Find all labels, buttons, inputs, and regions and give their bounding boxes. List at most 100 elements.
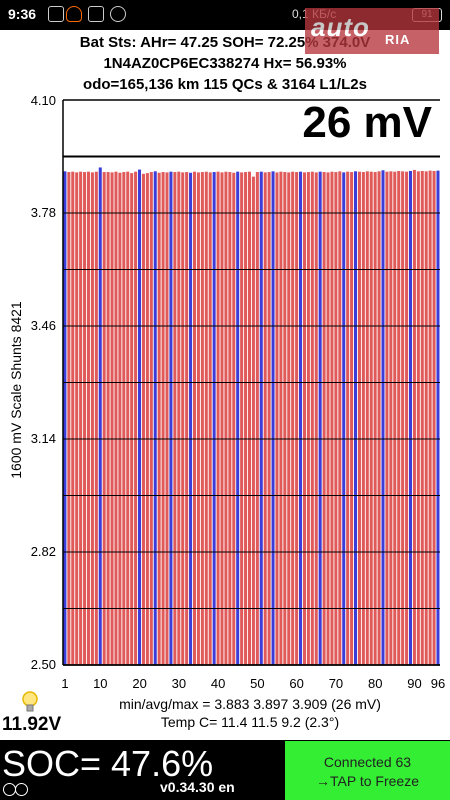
cell-bar	[126, 171, 130, 665]
x-tick-label: 30	[171, 676, 187, 691]
cell-bar	[134, 171, 138, 665]
cell-bar	[114, 171, 118, 665]
cell-bar	[381, 170, 385, 665]
target-app-icon	[110, 6, 126, 22]
y-tick-label: 2.50	[30, 657, 56, 672]
cell-bar	[310, 171, 314, 665]
cell-bar	[141, 173, 145, 666]
cell-voltage-chart[interactable]	[0, 0, 450, 740]
cell-bar	[212, 172, 216, 666]
x-tick-label: 10	[93, 676, 108, 691]
y-tick-label: 3.78	[30, 205, 56, 220]
cell-bar	[385, 171, 389, 665]
cell-bar	[90, 172, 94, 665]
x-tick-label: 50	[250, 676, 265, 691]
cell-bar	[67, 172, 71, 666]
cell-bar	[318, 171, 322, 665]
app-version: v0.34.30 en	[160, 779, 235, 795]
cell-bar	[389, 171, 393, 665]
cell-bar	[153, 171, 157, 665]
x-tick-label: 1	[61, 676, 69, 691]
cell-bar	[299, 171, 303, 665]
y-tick-label: 4.10	[30, 93, 56, 108]
cell-bar	[173, 172, 177, 666]
vin-line: 1N4AZ0CP6EC338274 Hx= 56.93%	[103, 55, 347, 72]
cell-bar	[275, 172, 279, 665]
watermark-brand: auto	[311, 12, 370, 42]
cell-bar	[79, 171, 83, 665]
lightbulb-icon[interactable]	[20, 690, 40, 714]
connection-status: Connected 63	[323, 754, 412, 770]
cell-bar	[416, 171, 420, 665]
cell-bar	[200, 172, 204, 666]
cell-bar	[330, 171, 334, 665]
cell-bar	[75, 172, 79, 665]
cell-bar	[401, 171, 405, 665]
odometer-line: odo=165,136 km 115 QCs & 3164 L1/L2s	[83, 76, 367, 93]
cell-bar	[251, 176, 255, 665]
cell-bar	[373, 172, 377, 666]
cell-bar	[287, 172, 291, 665]
pack-voltage: 11.92V	[2, 714, 62, 735]
delta-mv-readout: 26 mV	[302, 98, 432, 147]
mode-toggle-icon[interactable]	[15, 783, 28, 796]
cell-bar	[181, 172, 185, 665]
cell-bar	[94, 171, 98, 665]
cell-bar	[236, 171, 240, 665]
cell-bar	[86, 171, 90, 665]
cell-bar	[393, 171, 397, 665]
cell-bar	[271, 171, 275, 665]
gallery-icon	[88, 6, 104, 22]
cell-bar	[354, 171, 358, 665]
tap-to-freeze-label: →TAP to Freeze	[316, 773, 419, 789]
cell-bar	[118, 172, 122, 666]
cell-bar	[408, 170, 413, 666]
connect-freeze-button[interactable]: Connected 63 →TAP to Freeze	[285, 741, 450, 800]
cell-bar	[102, 172, 106, 666]
cell-bar	[326, 172, 330, 665]
cell-bar	[189, 172, 193, 666]
cell-bar	[138, 169, 142, 665]
cell-bar	[267, 172, 271, 666]
cell-bar	[185, 172, 189, 666]
cell-bar	[63, 171, 67, 665]
x-tick-label: 70	[328, 676, 344, 691]
heart-app-icon	[66, 6, 82, 22]
y-tick-label: 2.82	[30, 544, 56, 559]
cell-bar	[177, 171, 181, 665]
cell-bar	[216, 171, 220, 665]
cell-bar	[204, 171, 208, 665]
cell-bar	[71, 171, 75, 665]
cell-bar	[244, 172, 248, 666]
cell-bar	[397, 170, 401, 666]
cell-bar	[428, 170, 432, 665]
y-tick-label: 3.14	[30, 431, 56, 446]
autoria-watermark-logo: auto RIA	[305, 8, 439, 54]
cell-bar	[302, 172, 306, 665]
cell-bar	[98, 167, 102, 665]
cell-bar	[322, 172, 326, 666]
x-tick-label: 80	[367, 676, 383, 691]
x-tick-label: 20	[132, 676, 147, 691]
cell-bar	[161, 172, 165, 666]
cell-bar	[365, 171, 369, 665]
x-tick-label: 40	[210, 676, 226, 691]
temperature-stats: Temp C= 11.4 11.5 9.2 (2.3°)	[160, 714, 340, 730]
cell-bar	[165, 172, 169, 665]
y-axis-label: 1600 mV Scale Shunts 8421	[8, 301, 24, 479]
cell-bar	[83, 172, 87, 666]
cell-bar	[247, 171, 251, 665]
cell-bar	[361, 172, 365, 666]
cell-bar	[342, 172, 346, 665]
status-time: 9:36	[8, 6, 37, 22]
cell-bar	[169, 171, 173, 665]
cell-bar	[220, 172, 224, 665]
min-avg-max-stats: min/avg/max = 3.883 3.897 3.909 (26 mV)	[119, 696, 381, 712]
cell-bar	[295, 172, 299, 666]
cell-bar	[192, 171, 197, 665]
cell-bar	[334, 172, 338, 666]
cell-bar	[110, 172, 114, 665]
cell-bar	[224, 171, 228, 665]
watermark-sub: RIA	[385, 32, 411, 47]
cell-bar	[338, 171, 342, 665]
